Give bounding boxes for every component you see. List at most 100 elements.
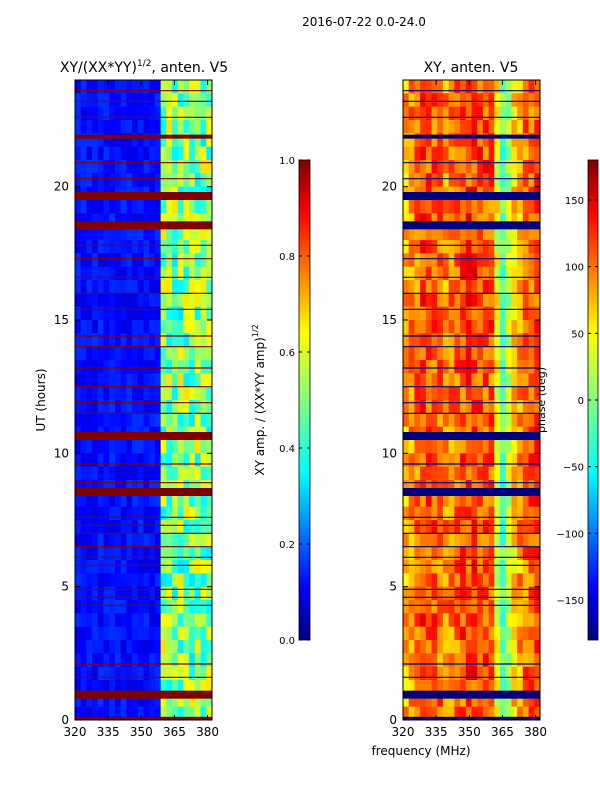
heatmap-cell (437, 360, 444, 374)
heatmap-cell (403, 573, 410, 588)
heatmap-cell (75, 93, 82, 108)
heatmap-cell (477, 120, 484, 134)
heatmap-cell (177, 333, 184, 348)
heatmap-cell (103, 640, 110, 654)
heatmap-cell (103, 706, 110, 721)
heatmap-cell (189, 693, 196, 708)
heatmap-cell (403, 680, 410, 694)
heatmap-cell (471, 706, 478, 721)
heatmap-cell (500, 293, 507, 308)
heatmap-cell (92, 586, 99, 601)
heatmap-cell (154, 386, 162, 401)
heatmap-cell (408, 440, 415, 454)
heatmap-cell (149, 80, 156, 94)
heatmap-cell (500, 693, 507, 708)
heatmap-cell (206, 360, 213, 374)
heatmap-cell (528, 680, 535, 694)
heatmap-cell (465, 600, 472, 614)
heatmap-cell (166, 346, 173, 361)
heatmap-cell (403, 80, 410, 94)
heatmap-cell (528, 240, 535, 254)
heatmap-cell (408, 560, 415, 574)
heatmap-cell (505, 360, 512, 374)
heatmap-cell (465, 253, 472, 268)
plot-frame (74, 79, 213, 721)
heatmap-cell (460, 520, 467, 534)
heatmap-cell (488, 253, 495, 268)
heatmap-cell (534, 253, 541, 268)
heatmap-cell (517, 293, 524, 308)
heatmap-cell (494, 586, 501, 601)
heatmap-cell (86, 653, 93, 668)
heatmap-cell (149, 560, 156, 574)
heatmap-cell (206, 306, 213, 321)
heatmap-cell (425, 253, 432, 268)
heatmap-cell (103, 693, 110, 708)
heatmap-cell (109, 346, 116, 361)
heatmap-cell (154, 160, 162, 174)
heatmap-cell (149, 373, 156, 388)
heatmap-cell (172, 440, 179, 454)
heatmap-cell (522, 200, 529, 214)
heatmap-cell (200, 480, 207, 494)
heatmap-cell (189, 640, 196, 654)
heatmap-cell (448, 693, 455, 708)
heatmap-cell (414, 160, 421, 174)
heatmap-cell (114, 106, 122, 121)
heatmap-cell (488, 560, 495, 574)
heatmap-cell (448, 533, 455, 548)
heatmap-cell (482, 253, 490, 268)
heatmap-cell (500, 106, 507, 121)
heatmap-cell (97, 146, 104, 161)
heatmap-cell (431, 373, 438, 388)
amplitude-colorbar-label-sup: 1/2 (251, 324, 260, 337)
heatmap-cell (477, 680, 484, 694)
heatmap-cell (189, 120, 196, 134)
heatmap-cell (86, 546, 93, 561)
heatmap-cell (92, 320, 99, 334)
heatmap-cell (505, 573, 512, 588)
heatmap-cell (97, 653, 104, 668)
heatmap-cell (528, 546, 535, 561)
heatmap-cell (114, 560, 122, 574)
heatmap-cell (149, 120, 156, 134)
heatmap-cell (132, 413, 139, 428)
heatmap-cell (103, 173, 110, 188)
heatmap-cell (425, 546, 432, 561)
heatmap-cell (420, 440, 427, 454)
heatmap-cell (534, 520, 541, 534)
heatmap-cell (166, 680, 173, 694)
heatmap-cell (86, 586, 93, 601)
heatmap-cell (482, 613, 490, 628)
heatmap-cell (414, 613, 421, 628)
heatmap-cell (172, 640, 179, 654)
heatmap-cell (408, 360, 415, 374)
heatmap-cell (528, 506, 535, 521)
heatmap-cell (454, 266, 461, 281)
heatmap-cell (149, 613, 156, 628)
heatmap-cell (465, 160, 472, 174)
heatmap-cell (500, 200, 507, 214)
heatmap-cell (471, 640, 478, 654)
heatmap-cell (114, 200, 122, 214)
heatmap-cell (75, 360, 82, 374)
heatmap-cell (431, 626, 438, 641)
heatmap-cell (132, 613, 139, 628)
heatmap-cell (206, 573, 213, 588)
heatmap-cell (166, 120, 173, 134)
heatmap-cell (511, 493, 518, 508)
heatmap-cell (86, 626, 93, 641)
heatmap-cell (189, 706, 196, 721)
heatmap-cell (75, 440, 82, 454)
heatmap-cell (206, 480, 213, 494)
heatmap-cell (431, 280, 438, 294)
heatmap-cell (166, 666, 173, 681)
heatmap-cell (166, 306, 173, 321)
heatmap-cell (448, 440, 455, 454)
heatmap-cell (437, 560, 444, 574)
heatmap-cell (172, 146, 179, 161)
heatmap-cell (442, 93, 450, 108)
heatmap-cell (86, 213, 93, 228)
heatmap-cell (431, 386, 438, 401)
heatmap-cell (528, 480, 535, 494)
